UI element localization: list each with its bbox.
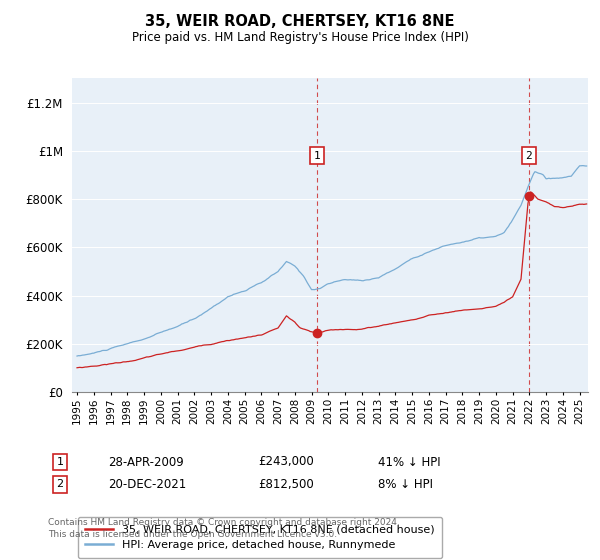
Text: Contains HM Land Registry data © Crown copyright and database right 2024.
This d: Contains HM Land Registry data © Crown c… [48,518,400,539]
Text: 28-APR-2009: 28-APR-2009 [108,455,184,469]
Text: 35, WEIR ROAD, CHERTSEY, KT16 8NE: 35, WEIR ROAD, CHERTSEY, KT16 8NE [145,14,455,29]
Text: 41% ↓ HPI: 41% ↓ HPI [378,455,440,469]
Text: 2: 2 [526,151,532,161]
Text: 20-DEC-2021: 20-DEC-2021 [108,478,186,491]
Text: £243,000: £243,000 [258,455,314,469]
Text: 2: 2 [56,479,64,489]
Text: £812,500: £812,500 [258,478,314,491]
Legend: 35, WEIR ROAD, CHERTSEY, KT16 8NE (detached house), HPI: Average price, detached: 35, WEIR ROAD, CHERTSEY, KT16 8NE (detac… [77,517,442,558]
Text: 1: 1 [56,457,64,467]
Text: Price paid vs. HM Land Registry's House Price Index (HPI): Price paid vs. HM Land Registry's House … [131,31,469,44]
Text: 1: 1 [314,151,320,161]
Text: 8% ↓ HPI: 8% ↓ HPI [378,478,433,491]
